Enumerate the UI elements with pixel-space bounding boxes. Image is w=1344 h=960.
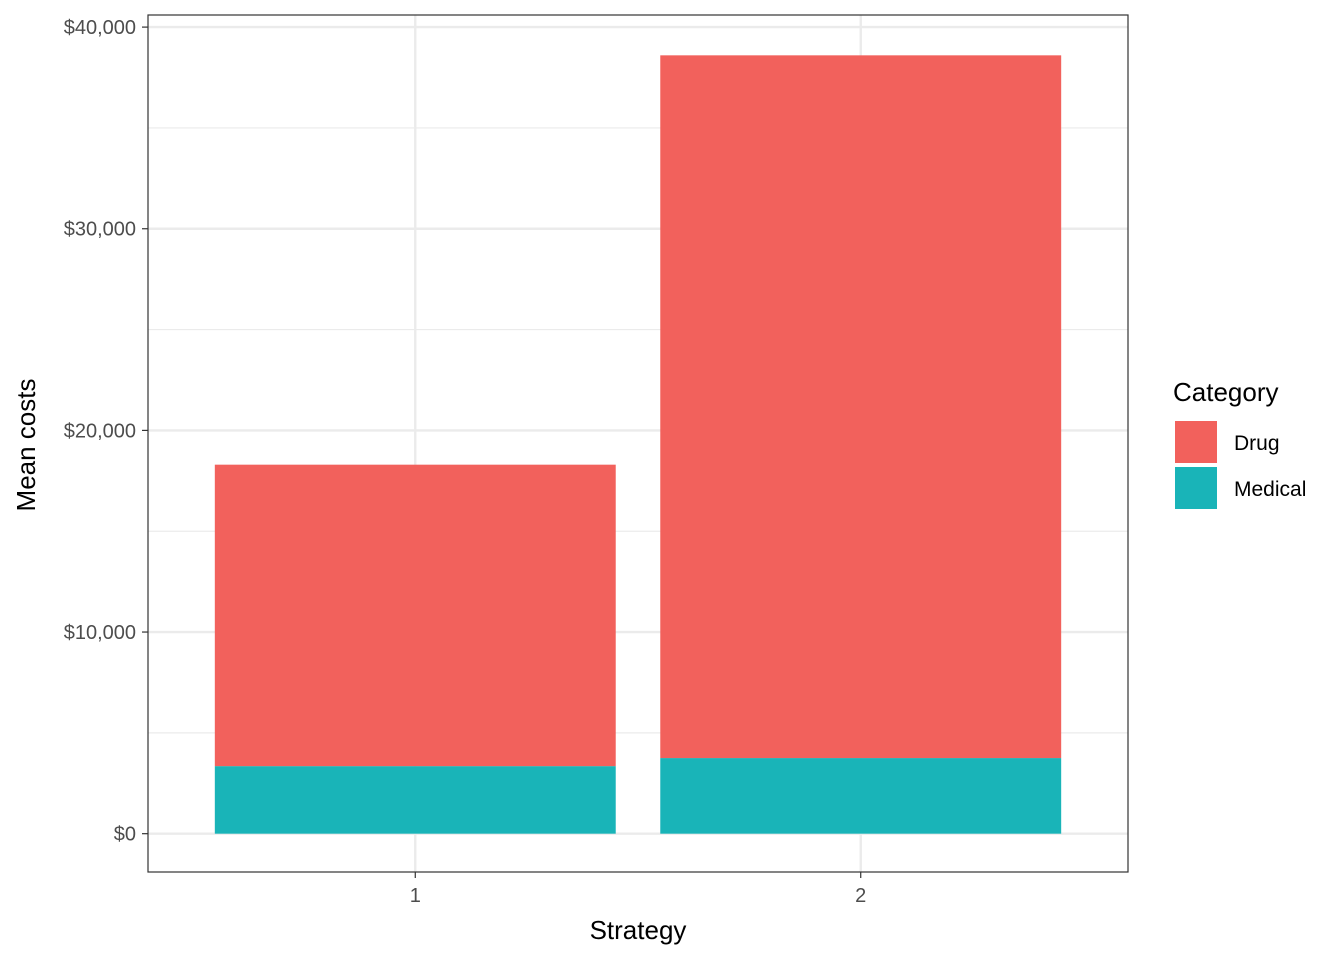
y-axis-title: Mean costs (11, 379, 41, 512)
legend-title: Category (1173, 377, 1279, 407)
legend-key-medical (1175, 467, 1217, 509)
y-tick-label: $20,000 (64, 420, 136, 442)
legend-label-medical: Medical (1234, 478, 1306, 501)
panel-border (147, 14, 1129, 873)
bar-medical-strategy-1 (214, 766, 616, 834)
x-tick-label: 2 (855, 885, 866, 907)
bar-drug-strategy-1 (214, 464, 616, 767)
legend: Category Drug Medical (1173, 377, 1306, 509)
axes: $0 $10,000 $20,000 $30,000 $40,000 1 2 (64, 17, 867, 907)
bars (214, 55, 1062, 834)
x-axis-title: Strategy (590, 915, 687, 945)
legend-items: Drug Medical (1175, 421, 1306, 509)
y-tick-label: $40,000 (64, 17, 136, 39)
legend-key-drug (1175, 421, 1217, 463)
bar-drug-strategy-2 (660, 55, 1062, 759)
x-tick-label: 1 (410, 885, 421, 907)
y-tick-label: $10,000 (64, 622, 136, 644)
y-tick-label: $0 (114, 824, 136, 846)
legend-label-drug: Drug (1234, 432, 1280, 455)
y-tick-label: $30,000 (64, 219, 136, 241)
bar-medical-strategy-2 (660, 758, 1062, 834)
